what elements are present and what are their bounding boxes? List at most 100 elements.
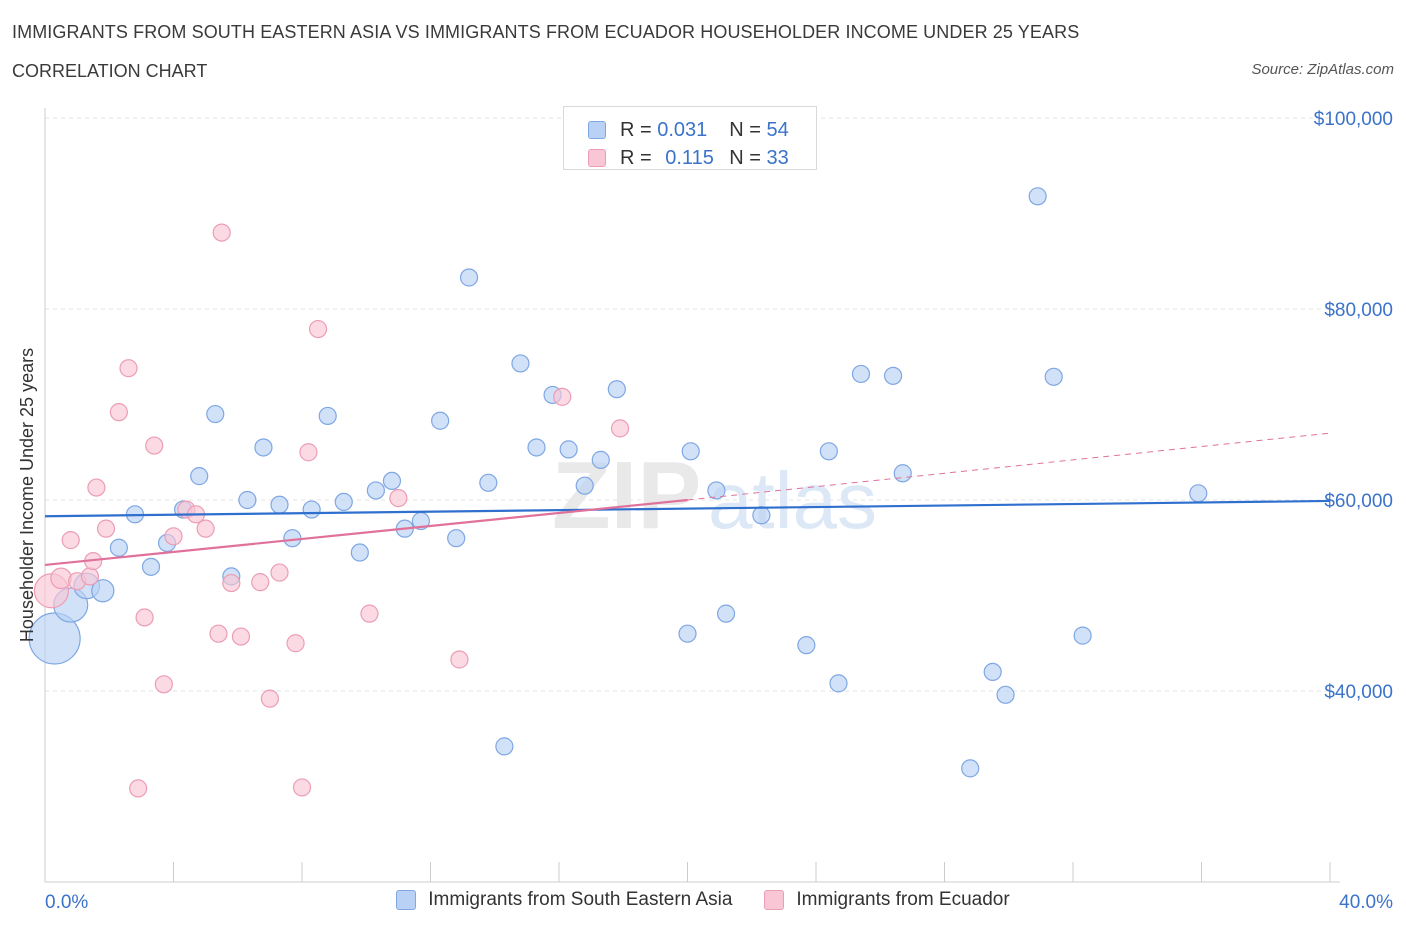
point-south-eastern-asia <box>141 557 161 576</box>
point-south-eastern-asia <box>851 364 871 384</box>
point-ecuador <box>196 519 215 538</box>
point-south-eastern-asia <box>1044 367 1063 386</box>
legend-n-value: 54 <box>766 118 789 141</box>
point-ecuador <box>222 573 241 593</box>
point-south-eastern-asia <box>254 438 273 457</box>
point-south-eastern-asia <box>883 366 903 385</box>
point-south-eastern-asia <box>479 473 498 492</box>
point-ecuador <box>119 359 138 378</box>
point-ecuador <box>212 223 231 242</box>
legend-n-value: 33 <box>766 146 789 169</box>
y-tick-label: $60,000 <box>1324 491 1393 512</box>
point-ecuador <box>292 778 312 797</box>
trend-line-ecuador-extension <box>687 432 1331 501</box>
point-ecuador <box>286 634 305 653</box>
legend-r-value: 0.115 <box>665 146 714 169</box>
point-south-eastern-asia <box>983 662 1002 682</box>
legend-r-label: R = <box>620 146 652 169</box>
legend-series-name: Immigrants from South Eastern Asia <box>428 889 733 910</box>
point-south-eastern-asia <box>591 450 610 469</box>
point-south-eastern-asia <box>511 354 530 373</box>
point-ecuador <box>610 419 630 438</box>
point-south-eastern-asia <box>1189 484 1208 503</box>
point-ecuador <box>164 527 183 546</box>
legend-swatch-blue <box>588 121 606 139</box>
point-south-eastern-asia <box>797 636 816 655</box>
point-south-eastern-asia <box>459 268 479 287</box>
point-south-eastern-asia <box>302 500 321 519</box>
y-tick-label: $40,000 <box>1324 682 1393 703</box>
point-ecuador <box>129 779 148 798</box>
point-south-eastern-asia <box>350 543 369 562</box>
point-south-eastern-asia <box>283 529 302 548</box>
source-credit: Source: ZipAtlas.com <box>1251 61 1394 78</box>
legend-swatch-pink <box>588 149 606 167</box>
legend-item-ecuador: Immigrants from Ecuador <box>764 889 1010 911</box>
point-south-eastern-asia <box>559 440 578 459</box>
legend-n-label: N = <box>729 146 761 169</box>
trend-line-ecuador <box>44 498 688 567</box>
point-south-eastern-asia <box>1073 626 1092 645</box>
point-south-eastern-asia <box>752 506 771 525</box>
point-south-eastern-asia <box>28 612 81 665</box>
point-ecuador <box>109 403 128 422</box>
point-south-eastern-asia <box>716 604 736 623</box>
point-south-eastern-asia <box>190 467 209 486</box>
point-south-eastern-asia <box>334 492 353 512</box>
point-ecuador <box>96 519 116 538</box>
point-south-eastern-asia <box>607 380 626 399</box>
point-south-eastern-asia <box>109 538 128 557</box>
y-axis-label: Householder Income Under 25 years <box>17 348 37 642</box>
point-south-eastern-asia <box>447 529 466 548</box>
point-ecuador <box>270 563 289 582</box>
point-ecuador <box>231 627 251 646</box>
point-south-eastern-asia <box>678 624 697 643</box>
point-south-eastern-asia <box>366 481 385 500</box>
point-ecuador <box>61 531 80 550</box>
point-south-eastern-asia <box>681 442 700 461</box>
legend-r-value: 0.031 <box>657 118 708 141</box>
axes <box>44 108 1340 883</box>
legend-swatch-pink <box>764 890 785 910</box>
point-south-eastern-asia <box>829 674 848 693</box>
point-ecuador <box>135 608 154 627</box>
point-ecuador <box>360 604 379 623</box>
point-ecuador <box>80 567 100 586</box>
chart-title: IMMIGRANTS FROM SOUTH EASTERN ASIA VS IM… <box>12 22 1080 42</box>
trend-lines <box>44 432 1331 567</box>
point-south-eastern-asia <box>996 685 1015 704</box>
point-ecuador <box>299 443 318 462</box>
point-south-eastern-asia <box>206 404 225 424</box>
legend-row-ecuador: R = 0.115 N = 33 <box>564 145 789 171</box>
legend-row-south-eastern-asia: R = 0.031 N = 54 <box>564 117 789 143</box>
legend-n-label: N = <box>729 118 761 141</box>
x-tick-label: 40.0% <box>1339 892 1393 913</box>
watermark-zip: ZIP <box>552 442 701 549</box>
point-south-eastern-asia <box>707 481 726 500</box>
watermark-atlas: atlas <box>708 456 877 545</box>
point-ecuador <box>209 624 228 643</box>
point-south-eastern-asia <box>91 579 115 603</box>
point-south-eastern-asia <box>527 438 546 457</box>
point-south-eastern-asia <box>318 406 337 426</box>
point-south-eastern-asia <box>1028 187 1047 206</box>
point-south-eastern-asia <box>270 495 289 514</box>
x-tick-label: 0.0% <box>45 892 88 913</box>
chart-subtitle: CORRELATION CHART <box>12 61 208 81</box>
point-ecuador <box>87 478 106 497</box>
point-south-eastern-asia <box>495 737 514 756</box>
watermark: ZIP atlas <box>552 442 877 549</box>
data-points <box>28 187 1208 798</box>
point-ecuador <box>450 650 469 669</box>
point-ecuador <box>260 689 279 708</box>
legend-r-label: R = <box>620 118 652 141</box>
trend-line-south-eastern-asia <box>44 499 1331 518</box>
point-south-eastern-asia <box>238 490 257 510</box>
point-south-eastern-asia <box>431 411 450 430</box>
series-legend: Immigrants from South Eastern Asia Immig… <box>0 889 1406 911</box>
point-ecuador <box>308 319 328 339</box>
legend-series-name: Immigrants from Ecuador <box>796 889 1010 910</box>
point-ecuador <box>553 387 572 406</box>
point-ecuador <box>154 675 173 694</box>
